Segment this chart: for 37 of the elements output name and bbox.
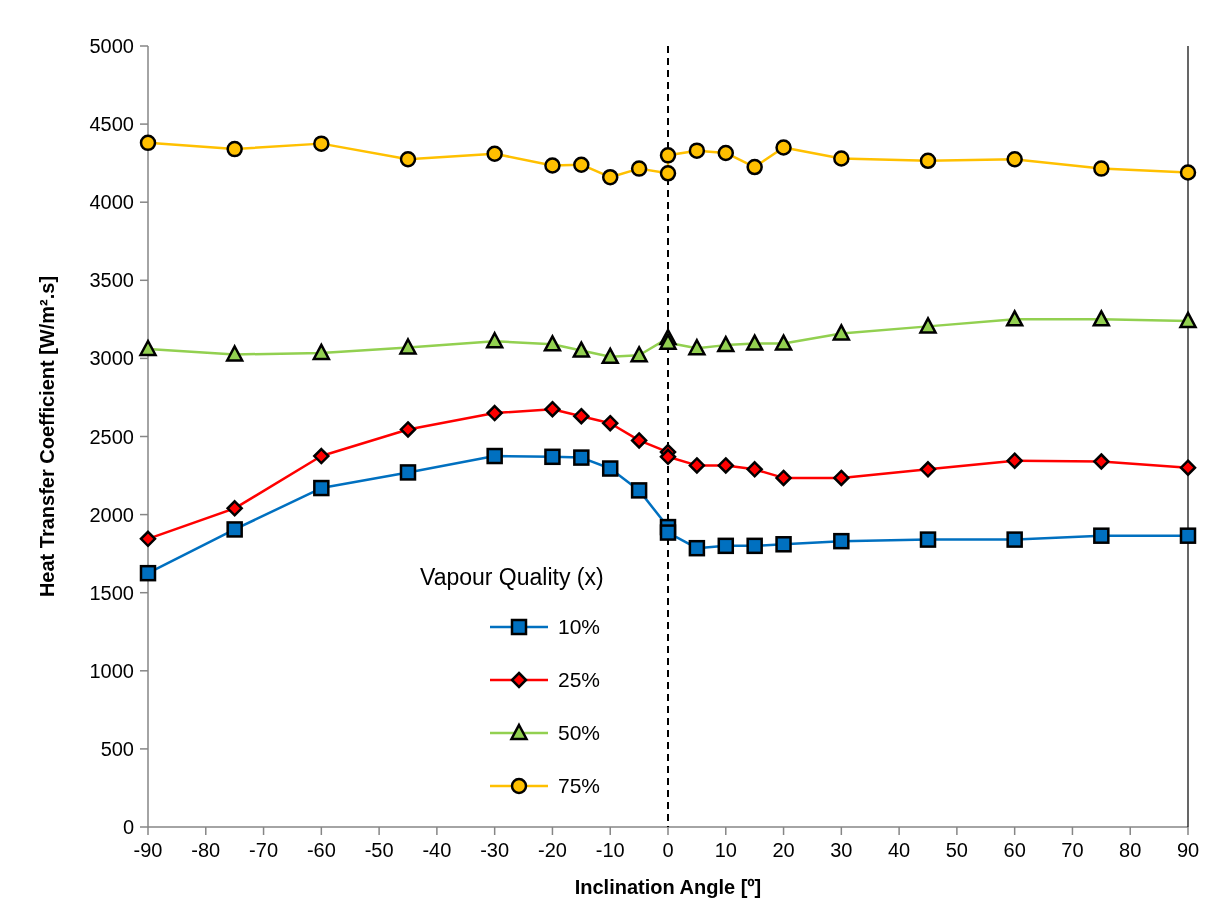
x-tick-label: -70 <box>249 839 279 861</box>
x-tick-label: -60 <box>306 839 336 861</box>
y-tick-label: 5000 <box>89 35 134 57</box>
y-tick-label: 4000 <box>89 191 134 214</box>
legend-label: 75% <box>558 774 601 798</box>
x-tick-label: 70 <box>1061 839 1084 861</box>
y-tick-label: 4500 <box>89 113 134 136</box>
x-axis-title: Inclination Angle [º] <box>574 876 762 898</box>
y-tick-label: 1000 <box>89 659 134 682</box>
y-tick-label: 2000 <box>89 503 134 526</box>
x-tick-label: 60 <box>1003 839 1026 861</box>
y-tick-label: 1500 <box>89 581 134 604</box>
legend-label: 25% <box>558 668 601 692</box>
legend-label: 10% <box>558 615 601 639</box>
y-axis-title: Heat Transfer Coefficient [W/m².s] <box>36 275 58 598</box>
x-tick-label: -90 <box>133 839 163 861</box>
x-tick-label: 30 <box>830 839 853 861</box>
y-tick-label: 3500 <box>89 269 134 292</box>
legend-label: 50% <box>558 721 601 745</box>
x-tick-label: 0 <box>662 839 674 861</box>
x-tick-label: 80 <box>1119 839 1142 861</box>
x-tick-label: -80 <box>191 839 221 861</box>
y-tick-label: 2500 <box>89 425 134 448</box>
x-tick-label: -20 <box>537 839 567 861</box>
x-tick-label: 90 <box>1176 839 1200 861</box>
y-tick-label: 3000 <box>89 347 134 370</box>
x-tick-label: 10 <box>714 839 737 861</box>
legend-title: Vapour Quality (x) <box>420 564 604 590</box>
x-tick-label: -50 <box>364 839 394 861</box>
x-tick-label: -30 <box>480 839 510 861</box>
y-tick-label: 0 <box>122 816 134 838</box>
x-tick-label: -40 <box>422 839 452 861</box>
x-tick-label: 20 <box>772 839 795 861</box>
x-tick-label: -10 <box>595 839 625 861</box>
x-tick-label: 40 <box>887 839 911 861</box>
y-tick-label: 500 <box>100 737 134 760</box>
x-tick-label: 50 <box>945 839 969 861</box>
